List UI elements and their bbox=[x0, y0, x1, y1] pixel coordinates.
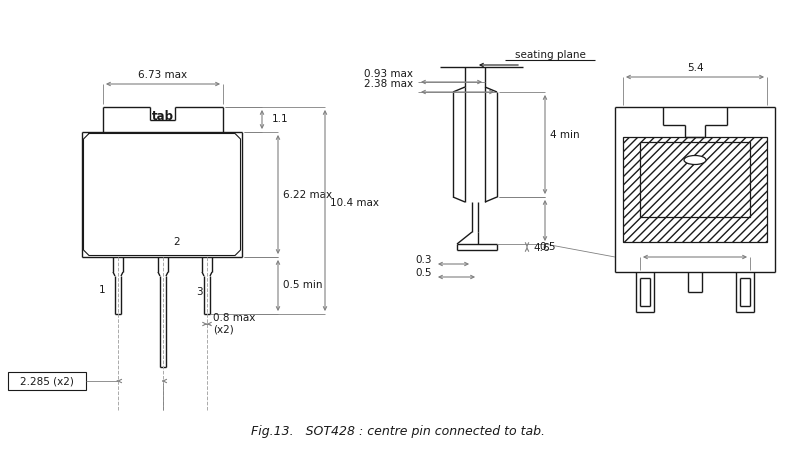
Text: 10.4 max: 10.4 max bbox=[330, 197, 379, 207]
Text: 1.1: 1.1 bbox=[272, 115, 289, 124]
Bar bbox=[623, 137, 767, 242]
Text: tab: tab bbox=[152, 110, 174, 123]
Text: 3: 3 bbox=[196, 287, 202, 297]
Text: 2: 2 bbox=[174, 237, 181, 247]
Text: seating plane: seating plane bbox=[514, 50, 585, 60]
Text: 6.22 max: 6.22 max bbox=[283, 189, 332, 200]
Text: 1: 1 bbox=[99, 285, 105, 295]
Text: 0.93 max: 0.93 max bbox=[364, 69, 413, 79]
Bar bbox=[8, 372, 86, 390]
Bar bbox=[640, 142, 750, 217]
Text: 2.285 (x2): 2.285 (x2) bbox=[20, 376, 74, 386]
Text: 4.6: 4.6 bbox=[533, 243, 549, 253]
Ellipse shape bbox=[684, 156, 706, 164]
Text: 4 min: 4 min bbox=[550, 129, 579, 140]
Text: 0.5: 0.5 bbox=[416, 268, 432, 278]
Text: 5.4: 5.4 bbox=[687, 63, 704, 73]
Text: 6.73 max: 6.73 max bbox=[139, 70, 188, 80]
Text: 0.8 max: 0.8 max bbox=[213, 313, 256, 323]
Text: 0.3: 0.3 bbox=[416, 255, 432, 265]
Text: 2.38 max: 2.38 max bbox=[364, 79, 413, 89]
Text: 0.5 min: 0.5 min bbox=[283, 280, 322, 291]
Text: (x2): (x2) bbox=[213, 324, 234, 334]
Text: 0.5: 0.5 bbox=[539, 242, 556, 252]
Text: Fig.13.   SOT428 : centre pin connected to tab.: Fig.13. SOT428 : centre pin connected to… bbox=[251, 426, 545, 438]
